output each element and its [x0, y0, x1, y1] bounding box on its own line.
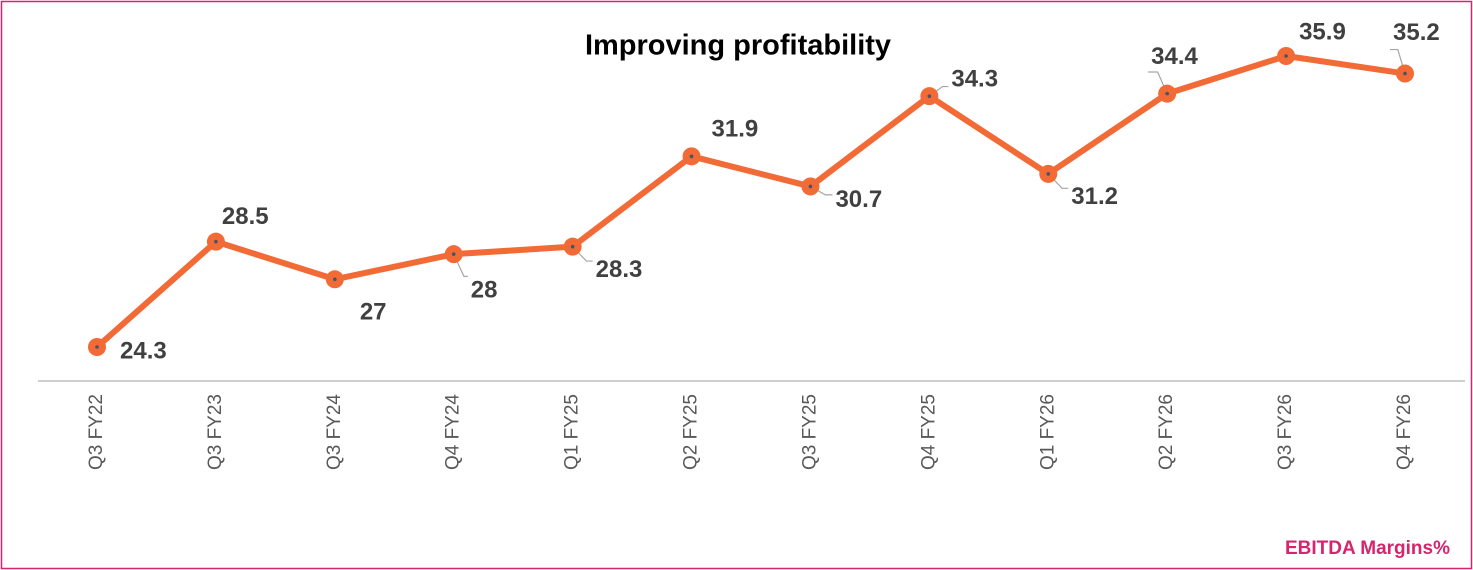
- data-label: 28.3: [596, 256, 643, 283]
- x-tick-label: Q2 FY26: [1156, 394, 1177, 470]
- x-tick-label: Q2 FY25: [681, 394, 702, 470]
- data-label: 34.4: [1151, 43, 1198, 70]
- data-label: 24.3: [120, 337, 167, 364]
- marker-dot: [1284, 54, 1288, 58]
- marker-dot: [927, 94, 932, 98]
- chart-title: Improving profitability: [585, 30, 891, 62]
- marker-dot: [333, 277, 337, 282]
- x-tick-label: Q4 FY26: [1394, 394, 1415, 470]
- x-tick-label: Q3 FY23: [205, 394, 226, 470]
- marker-dot: [1403, 71, 1407, 76]
- marker-dot: [689, 154, 694, 159]
- marker-dot: [214, 239, 218, 244]
- data-label: 35.2: [1393, 19, 1440, 46]
- data-label: 28: [471, 277, 498, 304]
- data-label: 27: [360, 299, 387, 326]
- marker-dot: [808, 184, 813, 189]
- data-label: 30.7: [835, 186, 882, 213]
- marker-dot: [570, 244, 575, 249]
- data-label: 34.3: [951, 65, 998, 92]
- data-label: 31.2: [1071, 183, 1118, 210]
- x-tick-label: Q3 FY24: [324, 394, 345, 470]
- line: [95, 53, 1406, 350]
- x-tick-label: Q3 FY26: [1275, 394, 1296, 470]
- x-tick-label: Q3 FY25: [799, 394, 820, 470]
- data-label: 31.9: [712, 116, 759, 143]
- x-tick-label: Q1 FY26: [1037, 394, 1058, 470]
- data-label: 35.9: [1299, 18, 1346, 45]
- x-tick-label: Q4 FY24: [443, 394, 464, 470]
- data-label: 28.5: [222, 203, 269, 230]
- marker-dot: [1046, 172, 1051, 176]
- marker-dot: [95, 345, 99, 349]
- series-label: EBITDA Margins%: [1285, 538, 1450, 559]
- x-tick-label: Q4 FY25: [918, 394, 939, 470]
- x-tick-label: Q3 FY22: [86, 394, 107, 470]
- x-tick-label: Q1 FY25: [562, 394, 583, 470]
- marker-dot: [451, 252, 456, 256]
- marker-dot: [1165, 91, 1169, 96]
